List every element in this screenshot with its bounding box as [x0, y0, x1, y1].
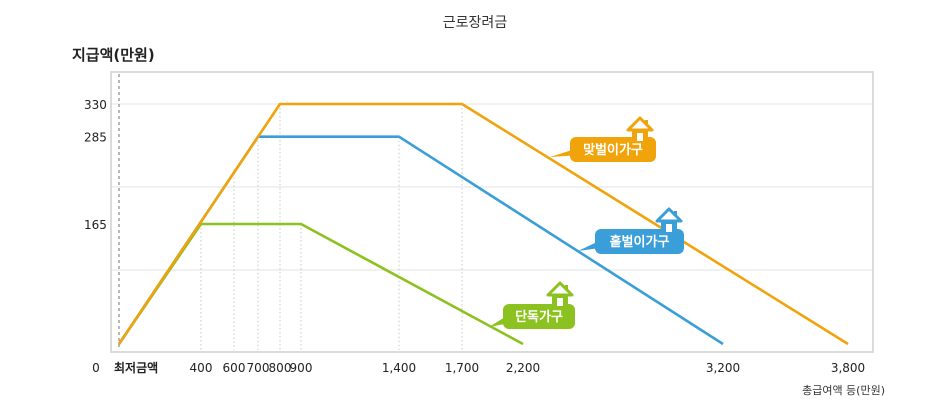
x-tick-label: 2,200: [506, 361, 540, 375]
series-label: 단독가구: [489, 281, 575, 329]
x-tick-label: 800: [269, 361, 292, 375]
series-label: 홑벌이가구: [578, 207, 684, 254]
y-tick-label: 165: [84, 218, 107, 232]
plot-area: [110, 71, 874, 353]
x-tick-label: 3,200: [706, 361, 740, 375]
x-tick-label: 700: [247, 361, 270, 375]
x-min-label: 최저금액: [114, 360, 158, 375]
y-tick-label: 330: [84, 98, 107, 112]
callout-box: [570, 137, 656, 162]
y-tick-labels: 165 285 330: [84, 98, 107, 232]
series-line: [117, 102, 849, 346]
x-tick-label: 600: [223, 361, 246, 375]
value-guides: [200, 104, 463, 350]
x-axis-label: 총급여액 등(만원): [802, 384, 885, 397]
series-name: 맞벌이가구: [583, 142, 643, 158]
chart-title: 근로장려금: [443, 15, 508, 31]
y-axis-label: 지급액(만원): [72, 46, 155, 64]
x-tick-label: 1,700: [445, 361, 479, 375]
callout-box: [595, 229, 684, 254]
house-icon: [546, 281, 574, 306]
x-tick-label: 3,800: [831, 361, 865, 375]
series-label: 맞벌이가구: [550, 116, 656, 162]
x-tick-label: 1,400: [382, 361, 416, 375]
grid: [112, 103, 872, 271]
house-icon: [655, 207, 683, 232]
series-name: 단독가구: [515, 309, 563, 325]
x-tick-label: 900: [290, 361, 313, 375]
house-icon: [626, 116, 654, 141]
callout-box: [503, 304, 575, 329]
x-origin-label: 0: [92, 361, 100, 375]
x-tick-label: 400: [190, 361, 213, 375]
series-name: 홑벌이가구: [610, 234, 670, 250]
y-tick-label: 285: [84, 131, 107, 145]
series-group: [117, 102, 849, 346]
